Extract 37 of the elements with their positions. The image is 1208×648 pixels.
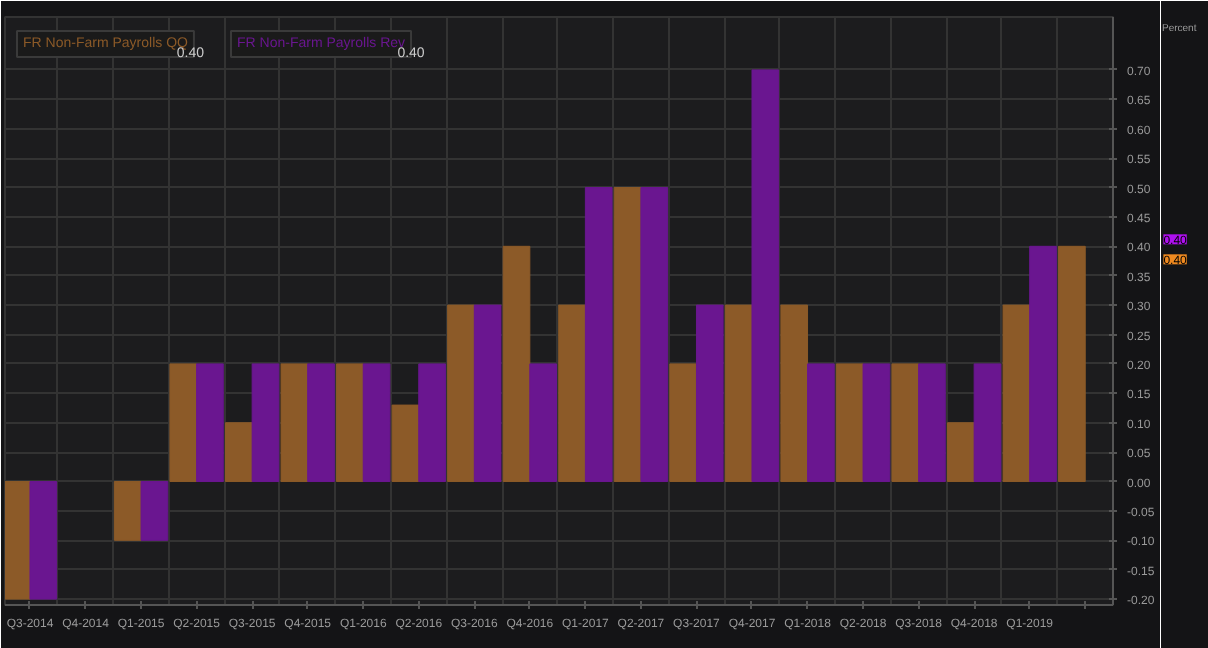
bar [224,422,253,483]
bar [169,363,198,483]
bar [973,363,1002,483]
bar [780,304,809,483]
bar [251,363,280,483]
bar [751,69,780,483]
bar [640,187,669,483]
bar [584,187,613,483]
bar [529,363,557,483]
bar [1058,245,1086,483]
bar [336,363,364,483]
bar [695,304,724,483]
bar [196,363,224,483]
bar [280,363,309,483]
bar [362,363,391,483]
bar [391,404,420,483]
bar [724,304,753,483]
bar [1029,245,1057,483]
bar [502,245,531,483]
bar [613,187,642,483]
bar [5,481,31,600]
bar [418,363,446,483]
bar [473,304,502,483]
bar [307,363,335,483]
bar [891,363,920,483]
bar [862,363,891,483]
bar [29,481,58,600]
bar [447,304,475,483]
bar [835,363,864,483]
bar [946,422,975,483]
bar [113,481,142,541]
bar [140,481,169,541]
bar [669,363,697,483]
bar [918,363,946,483]
bar [807,363,835,483]
bar [558,304,586,483]
bar [1002,304,1031,483]
